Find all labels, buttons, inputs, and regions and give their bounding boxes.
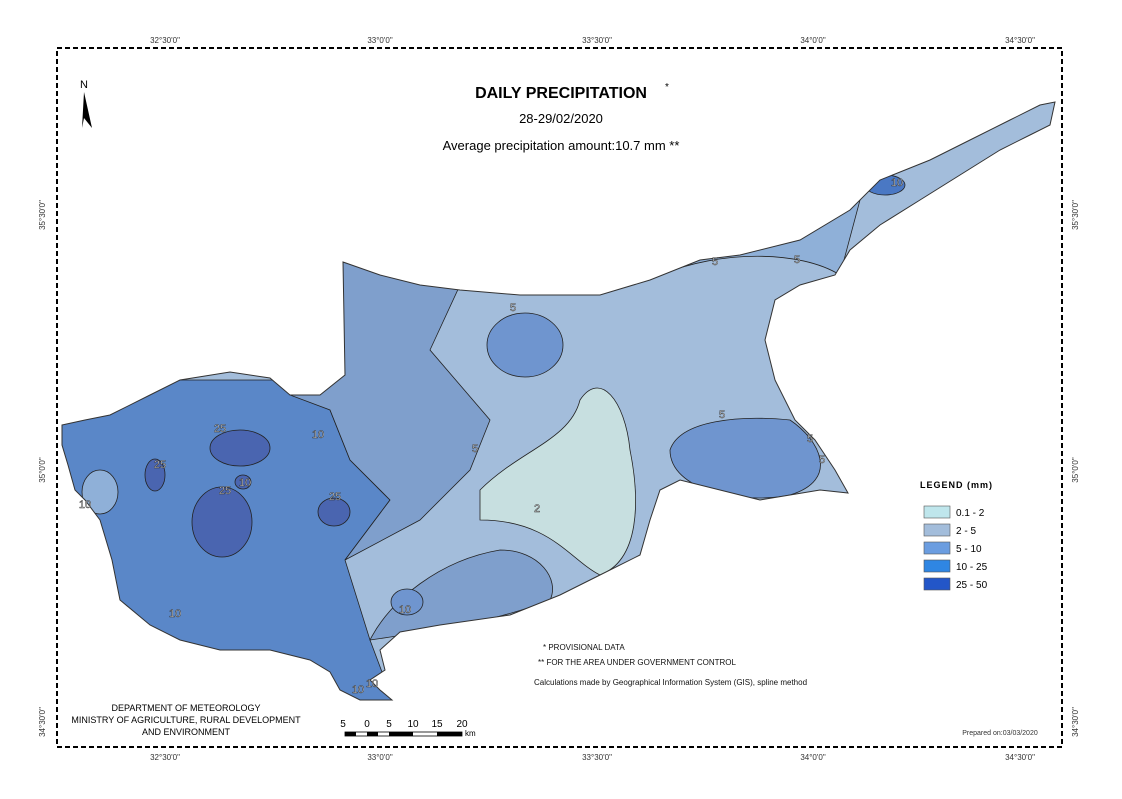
contour-label: 10 xyxy=(169,608,181,620)
contour-label: 10 xyxy=(399,604,411,616)
scale-unit: km xyxy=(465,729,476,738)
contour-label: 10 xyxy=(312,429,324,441)
prepared: Prepared on:03/03/2020 xyxy=(962,730,1038,737)
coord-label: 35°30'0" xyxy=(38,200,47,230)
contour-label: 5 xyxy=(794,254,800,266)
contour-label: 25 xyxy=(154,459,166,471)
legend-label: 2 - 5 xyxy=(956,526,976,537)
coord-label: 34°30'0" xyxy=(1005,753,1035,762)
scale-label: 10 xyxy=(407,719,419,730)
legend-label: 0.1 - 2 xyxy=(956,508,985,519)
legend-label: 25 - 50 xyxy=(956,580,988,591)
contour-label: 5 xyxy=(510,302,516,314)
contour-label: 5 xyxy=(719,409,725,421)
note: ** FOR THE AREA UNDER GOVERNMENT CONTROL xyxy=(538,658,737,667)
coord-label: 33°30'0" xyxy=(582,753,612,762)
coord-label: 35°30'0" xyxy=(1071,200,1080,230)
legend-swatch xyxy=(923,559,951,573)
department: DEPARTMENT OF METEOROLOGY xyxy=(111,703,260,713)
contour-label: 10 xyxy=(79,499,91,511)
legend: 0.1 - 2 2 - 5 5 - 10 10 - 25 25 - 50 xyxy=(923,505,988,591)
contour-label: 25 xyxy=(219,485,231,497)
contour-label: 25 xyxy=(214,423,226,435)
scale-label: 20 xyxy=(456,719,468,730)
coord-label: 34°0'0" xyxy=(800,753,826,762)
legend-title: LEGEND (mm) xyxy=(920,480,993,490)
coordinates: 32°30'0" 33°0'0" 33°30'0" 34°0'0" 34°30'0" 32… xyxy=(38,36,1080,762)
coord-label: 34°0'0" xyxy=(800,36,826,45)
legend-label: 5 - 10 xyxy=(956,544,982,555)
contour-label: 10 xyxy=(366,678,378,690)
department: AND ENVIRONMENT xyxy=(142,727,231,737)
department: MINISTRY OF AGRICULTURE, RURAL DEVELOPME… xyxy=(71,715,301,725)
coord-label: 35°0'0" xyxy=(38,457,47,483)
coord-label: 32°30'0" xyxy=(150,36,180,45)
note: * PROVISIONAL DATA xyxy=(543,643,625,652)
coord-label: 32°30'0" xyxy=(150,753,180,762)
north-label: N xyxy=(80,79,88,91)
contour-label: 5 xyxy=(807,433,813,445)
coord-label: 35°0'0" xyxy=(1071,457,1080,483)
note: Calculations made by Geographical Inform… xyxy=(534,678,807,687)
date: 28-29/02/2020 xyxy=(519,111,603,126)
title-mark: * xyxy=(665,82,669,93)
scale-label: 5 xyxy=(340,719,346,730)
title: DAILY PRECIPITATION xyxy=(475,85,647,102)
legend-swatch xyxy=(923,523,951,537)
legend-swatch xyxy=(923,577,951,591)
north-arrow xyxy=(82,92,92,128)
contour-label: 10 xyxy=(239,477,251,489)
scale-label: 15 xyxy=(431,719,443,730)
contour-label: 5 xyxy=(819,454,825,466)
contour-label: 2 xyxy=(534,503,540,515)
coord-label: 34°30'0" xyxy=(1071,707,1080,737)
coord-label: 33°0'0" xyxy=(367,753,393,762)
legend-swatch xyxy=(923,541,951,555)
average: Average precipitation amount:10.7 mm ** xyxy=(443,138,680,153)
scale-label: 0 xyxy=(364,719,370,730)
scale-label: 5 xyxy=(386,719,392,730)
coord-label: 34°30'0" xyxy=(1005,36,1035,45)
legend-swatch xyxy=(923,505,951,519)
coord-label: 33°0'0" xyxy=(367,36,393,45)
legend-label: 10 - 25 xyxy=(956,562,988,573)
coord-label: 34°30'0" xyxy=(38,707,47,737)
contour-label: 5 xyxy=(712,256,718,268)
contour-label: 25 xyxy=(329,491,341,503)
contour-label: 10 xyxy=(352,684,364,696)
coord-label: 33°30'0" xyxy=(582,36,612,45)
contour-label: 5 xyxy=(472,443,478,455)
contour-label: 10 xyxy=(891,177,903,189)
